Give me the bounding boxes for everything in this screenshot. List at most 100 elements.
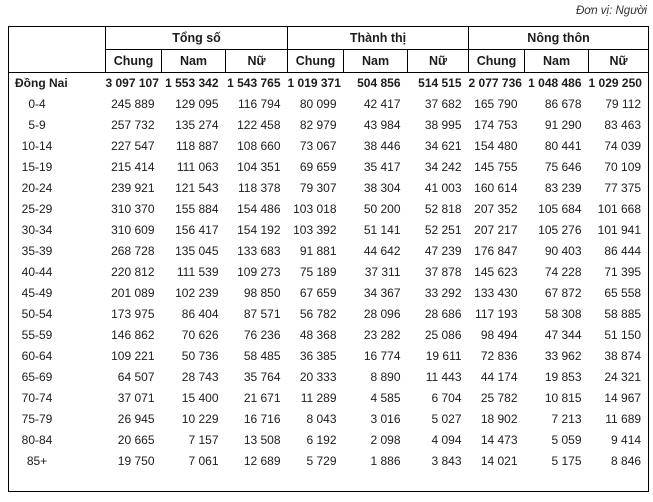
cell-total-overall: 201 089 — [111, 286, 155, 300]
age-group-label: 60-64 — [21, 349, 53, 363]
row-label: 5-9 — [9, 115, 106, 136]
cell-total-male: 10 229 — [181, 412, 219, 426]
cell-urban-female: 5 027 — [431, 412, 462, 426]
table-row: 25-29 310 370 155 884 154 486 103 018 50… — [9, 199, 649, 220]
row-label: 50-54 — [9, 304, 106, 325]
cell-urban-overall: 69 659 — [299, 160, 337, 174]
cell-urban-male: 16 774 — [363, 349, 401, 363]
sub-header-urban-male: Nam — [343, 49, 409, 73]
cell-urban-female: 37 878 — [424, 265, 462, 279]
cell-total-overall: 37 071 — [117, 391, 155, 405]
cell-urban-overall: 75 189 — [299, 265, 337, 279]
cell-urban-male: 8 890 — [370, 370, 401, 384]
cell-urban-female: 3 843 — [431, 454, 462, 468]
row-label: 80-84 — [9, 430, 106, 451]
cell-total-male: 86 404 — [181, 307, 219, 321]
cell-total-overall: 239 921 — [111, 181, 155, 195]
age-group-label: 55-59 — [21, 328, 53, 342]
cell-urban-male: 504 856 — [357, 76, 401, 91]
cell-rural-overall: 176 847 — [474, 244, 518, 258]
sub-header-rural-male: Nam — [524, 49, 590, 73]
table-row: 60-64 109 221 50 736 58 485 36 385 16 77… — [9, 346, 649, 367]
cell-rural-male: 91 290 — [544, 118, 582, 132]
cell-urban-overall: 103 018 — [293, 202, 337, 216]
cell-urban-overall: 20 333 — [299, 370, 337, 384]
cell-total-male: 121 543 — [175, 181, 219, 195]
cell-urban-female: 52 251 — [424, 223, 462, 237]
cell-rural-male: 105 684 — [538, 202, 582, 216]
sub-header-rural-overall: Chung — [468, 49, 526, 73]
cell-total-female: 1 543 765 — [227, 76, 281, 91]
cell-rural-female: 14 967 — [604, 391, 642, 405]
cell-total-female: 76 236 — [243, 328, 281, 342]
sub-header-total-female: Nữ — [224, 49, 289, 73]
cell-urban-overall: 56 782 — [299, 307, 337, 321]
cell-total-overall: 215 414 — [111, 160, 155, 174]
cell-rural-female: 71 395 — [604, 265, 642, 279]
table-row: 5-9 257 732 135 274 122 458 82 979 43 98… — [9, 115, 649, 136]
sub-header-total-overall: Chung — [105, 49, 162, 73]
cell-urban-male: 3 016 — [370, 412, 401, 426]
cell-rural-male: 67 872 — [544, 286, 582, 300]
table-row: 20-24 239 921 121 543 118 378 79 307 38 … — [9, 178, 649, 199]
cell-total-female: 118 378 — [238, 181, 281, 195]
cell-rural-overall: 133 430 — [474, 286, 518, 300]
corner-cell — [8, 26, 106, 73]
cell-rural-male: 19 853 — [544, 370, 582, 384]
cell-total-female: 116 794 — [238, 97, 281, 111]
row-label: 55-59 — [9, 325, 106, 346]
cell-rural-male: 1 048 486 — [528, 76, 582, 91]
age-group-label: Đồng Nai — [15, 76, 68, 91]
cell-total-overall: 146 862 — [111, 328, 155, 342]
cell-rural-female: 11 689 — [605, 412, 642, 426]
cell-rural-male: 5 059 — [551, 433, 582, 447]
table-row: 40-44 220 812 111 539 109 273 75 189 37 … — [9, 262, 649, 283]
cell-rural-female: 51 150 — [604, 328, 642, 342]
cell-urban-overall: 82 979 — [299, 118, 337, 132]
cell-total-overall: 20 665 — [117, 433, 155, 447]
cell-total-male: 111 539 — [176, 265, 219, 279]
group-header-total: Tổng số — [104, 26, 289, 50]
table-row: 15-19 215 414 111 063 104 351 69 659 35 … — [9, 157, 649, 178]
cell-urban-female: 41 003 — [424, 181, 462, 195]
cell-total-overall: 310 609 — [111, 223, 155, 237]
cell-total-female: 154 486 — [237, 202, 281, 216]
group-header-row: Tổng số Thành thị Nông thôn — [8, 26, 650, 73]
cell-rural-overall: 207 352 — [474, 202, 518, 216]
cell-total-male: 1 553 342 — [165, 76, 219, 91]
row-label: 15-19 — [9, 157, 106, 178]
cell-total-female: 87 571 — [243, 307, 281, 321]
cell-total-overall: 268 728 — [111, 244, 155, 258]
cell-total-male: 111 063 — [176, 160, 219, 174]
table-row: 45-49 201 089 102 239 98 850 67 659 34 3… — [9, 283, 649, 304]
cell-total-overall: 173 975 — [111, 307, 155, 321]
cell-rural-overall: 44 174 — [480, 370, 518, 384]
cell-rural-female: 38 874 — [604, 349, 642, 363]
sub-header-rural-female: Nữ — [588, 49, 650, 73]
cell-urban-overall: 91 881 — [299, 244, 337, 258]
sub-header-row: Chung Nam Nữ Chung Nam Nữ Chung Nam Nữ — [9, 49, 650, 73]
cell-rural-female: 70 109 — [604, 160, 642, 174]
cell-urban-male: 2 098 — [370, 433, 401, 447]
table-row: 70-74 37 071 15 400 21 671 11 289 4 585 … — [9, 388, 649, 409]
cell-total-male: 7 157 — [188, 433, 219, 447]
row-label: 20-24 — [9, 178, 106, 199]
cell-total-male: 135 045 — [175, 244, 219, 258]
age-group-label: 75-79 — [21, 412, 53, 426]
cell-total-female: 98 850 — [243, 286, 281, 300]
cell-rural-female: 74 039 — [604, 139, 642, 153]
cell-total-overall: 109 221 — [111, 349, 155, 363]
cell-total-male: 70 626 — [181, 328, 219, 342]
cell-rural-overall: 145 755 — [474, 160, 518, 174]
cell-rural-female: 58 885 — [604, 307, 642, 321]
cell-urban-overall: 1 019 371 — [287, 76, 341, 91]
cell-rural-female: 8 846 — [611, 454, 642, 468]
cell-rural-male: 80 441 — [544, 139, 582, 153]
cell-total-male: 129 095 — [175, 97, 219, 111]
cell-rural-male: 83 239 — [544, 181, 582, 195]
cell-rural-male: 5 175 — [551, 454, 582, 468]
table-row: 75-79 26 945 10 229 16 716 8 043 3 016 5… — [9, 409, 649, 430]
table-row: 65-69 64 507 28 743 35 764 20 333 8 890 … — [9, 367, 649, 388]
cell-urban-overall: 103 392 — [293, 223, 337, 237]
cell-rural-female: 83 463 — [604, 118, 642, 132]
